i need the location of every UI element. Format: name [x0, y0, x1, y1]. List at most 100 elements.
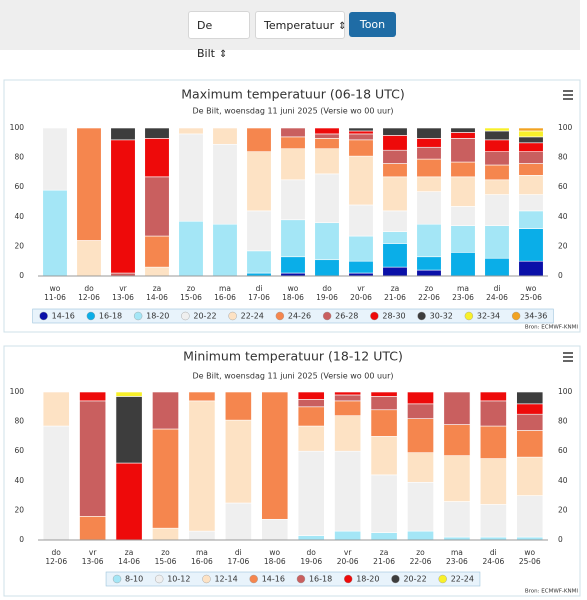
bar-segment — [280, 148, 306, 181]
bar-segment — [450, 161, 476, 178]
show-button[interactable]: Toon — [349, 12, 396, 37]
legend-marker — [39, 311, 48, 321]
x-tick-label: 20-06 — [350, 293, 372, 302]
bar-segment — [212, 127, 238, 145]
x-tick-label: wo — [288, 284, 299, 293]
bar-segment — [224, 502, 252, 541]
x-tick-label: vr — [357, 284, 365, 293]
bar-segment — [280, 219, 306, 258]
bar-segment — [115, 391, 143, 397]
bar-segment — [144, 266, 170, 277]
legend-label: 14-16 — [52, 312, 75, 321]
bar-segment — [518, 210, 544, 229]
x-tick-label: 18-06 — [282, 293, 304, 302]
x-tick-label: ma — [457, 284, 469, 293]
x-tick-label: 15-06 — [155, 557, 177, 566]
bar-segment — [479, 425, 507, 459]
legend-marker — [511, 311, 521, 321]
x-tick-label: 19-06 — [316, 293, 338, 302]
legend-label: 24-26 — [288, 312, 311, 321]
x-tick-label: ma — [196, 548, 208, 557]
x-tick-label: 25-06 — [519, 557, 541, 566]
bar-segment — [314, 148, 340, 175]
bar-segment — [484, 225, 510, 259]
y2-tick-label: 40 — [558, 212, 568, 221]
bar-segment — [314, 222, 340, 261]
y-tick-label: 40 — [14, 476, 24, 485]
x-tick-label: wo — [269, 548, 280, 557]
bar-segment — [518, 175, 544, 195]
menu-icon — [563, 352, 573, 354]
x-tick-label: vr — [344, 548, 352, 557]
y-tick-label: 40 — [14, 212, 24, 221]
legend-label: 20-22 — [193, 312, 216, 321]
legend-label: 12-14 — [214, 575, 237, 584]
bar-segment — [484, 139, 510, 152]
bar-segment — [416, 256, 442, 271]
x-tick-label: wo — [524, 548, 535, 557]
y-tick-label: 100 — [10, 387, 25, 396]
x-tick-label: do — [52, 548, 62, 557]
location-select[interactable]: De Bilt — [188, 11, 250, 60]
bar-segment — [261, 518, 289, 541]
legend-marker — [228, 311, 237, 321]
y2-tick-label: 80 — [558, 153, 568, 162]
bar-segment — [518, 127, 544, 132]
bar-segment — [407, 481, 434, 532]
chart-subtitle: De Bilt, woensdag 11 juni 2025 (Versie w… — [192, 107, 393, 116]
x-tick-label: 24-06 — [486, 293, 508, 302]
bar-segment — [42, 425, 70, 541]
legend-marker — [322, 311, 332, 321]
y2-tick-label: 100 — [558, 387, 573, 396]
legend-label: 30-32 — [430, 312, 453, 321]
bar-segment — [450, 206, 476, 226]
chart-title: Maximum temperatuur (06-18 UTC) — [181, 87, 404, 102]
x-tick-label: zo — [425, 284, 434, 293]
variable-select[interactable]: Temperatuur — [255, 11, 345, 39]
bar-segment — [144, 127, 170, 139]
bar-segment — [348, 130, 374, 135]
legend-label: 28-30 — [382, 312, 405, 321]
bar-segment — [516, 413, 544, 431]
legend-label: 16-18 — [99, 312, 122, 321]
x-tick-label: ma — [451, 548, 463, 557]
x-tick-label: di — [256, 284, 263, 293]
x-tick-label: 15-06 — [180, 293, 202, 302]
y2-tick-label: 60 — [558, 182, 568, 191]
bar-segment — [382, 243, 408, 268]
legend-label: 14-16 — [262, 575, 285, 584]
bar-segment — [348, 127, 374, 132]
x-tick-label: 25-06 — [520, 293, 542, 302]
x-tick-label: 11-06 — [44, 293, 66, 302]
bar-segment — [115, 396, 143, 464]
x-tick-label: 23-06 — [452, 293, 474, 302]
bar-segment — [484, 151, 510, 166]
x-tick-label: 17-06 — [248, 293, 270, 302]
bar-segment — [314, 127, 340, 135]
legend-label: 22-24 — [451, 575, 474, 584]
bar-segment — [246, 210, 272, 252]
menu-icon — [563, 94, 573, 96]
bar-segment — [516, 391, 544, 405]
legend-label: 22-24 — [241, 312, 264, 321]
bar-segment — [178, 133, 204, 222]
legend-marker — [464, 311, 474, 321]
bar-segment — [416, 191, 442, 225]
bar-segment — [516, 495, 544, 538]
legend-label: 20-22 — [403, 575, 426, 584]
bar-segment — [178, 220, 204, 277]
bar-segment — [450, 132, 476, 139]
bar-segment — [348, 133, 374, 141]
legend-marker — [344, 574, 353, 584]
x-tick-label: 13-06 — [82, 557, 104, 566]
y2-tick-label: 80 — [558, 417, 568, 426]
bar-segment — [407, 403, 434, 419]
bar-segment — [334, 394, 362, 402]
legend-label: 18-20 — [356, 575, 379, 584]
x-tick-label: 21-06 — [373, 557, 395, 566]
legend-marker — [275, 311, 285, 321]
bar-segment — [416, 127, 442, 139]
x-tick-label: za — [125, 548, 134, 557]
